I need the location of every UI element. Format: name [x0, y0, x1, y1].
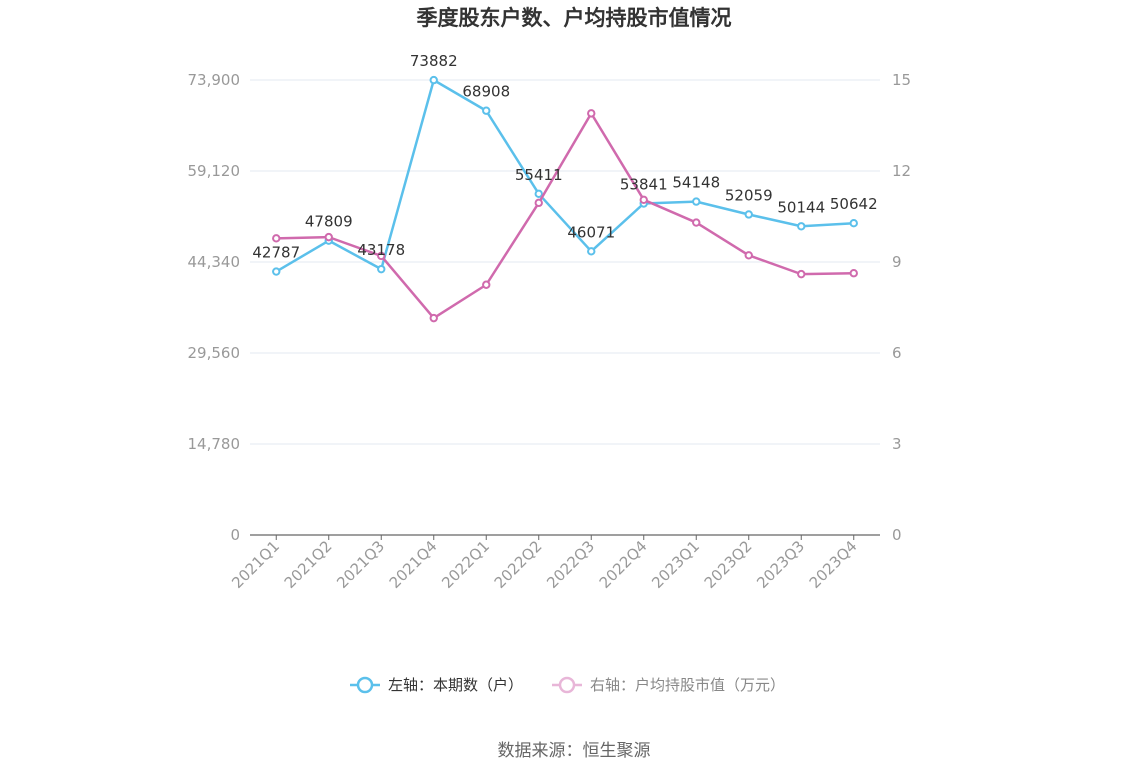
data-label: 54148 — [672, 174, 720, 192]
data-label: 68908 — [462, 83, 510, 101]
y-left-tick-label: 0 — [230, 526, 240, 544]
data-point-right[interactable] — [744, 251, 753, 260]
legend-swatch-marker — [558, 676, 576, 694]
x-tick-label: 2023Q2 — [701, 537, 756, 592]
y-right-tick-label: 3 — [892, 435, 902, 453]
y-left-tick-label: 14,780 — [188, 435, 241, 453]
legend-label: 右轴：户均持股市值（万元） — [590, 676, 785, 694]
chart-title: 季度股东户数、户均持股市值情况 — [417, 6, 732, 30]
data-label: 55411 — [515, 166, 563, 184]
data-point-left[interactable] — [272, 267, 281, 276]
y-right-tick-label: 12 — [892, 162, 911, 180]
x-tick-label: 2022Q1 — [438, 537, 493, 592]
source-note: 数据来源：恒生聚源 — [497, 741, 651, 761]
legend-item-right[interactable]: 右轴：户均持股市值（万元） — [552, 676, 785, 694]
data-point-left[interactable] — [534, 189, 543, 199]
x-tick-label: 2021Q2 — [281, 537, 336, 592]
data-label: 42787 — [252, 244, 300, 262]
data-label: 73882 — [410, 52, 458, 70]
data-point-right[interactable] — [639, 195, 648, 205]
y-right-tick-label: 0 — [892, 526, 902, 544]
data-point-left[interactable] — [482, 106, 491, 115]
data-label: 50642 — [830, 195, 878, 213]
data-label: 46071 — [567, 223, 615, 241]
y-left-tick-label: 73,900 — [188, 71, 241, 89]
grid-lines — [250, 79, 880, 445]
x-tick-label: 2023Q4 — [806, 537, 861, 592]
x-tick-label: 2023Q1 — [648, 537, 703, 592]
axes: 0 14,780 29,560 44,340 59,120 73,900 0 3 6 9 12 15 2… — [188, 71, 912, 592]
data-point-right[interactable] — [849, 269, 858, 278]
data-point-right[interactable] — [377, 251, 386, 261]
data-point-right[interactable] — [587, 109, 596, 118]
data-point-left[interactable] — [744, 210, 753, 219]
x-tick-label: 2022Q3 — [543, 537, 598, 592]
x-tick-label: 2021Q4 — [386, 537, 441, 592]
data-label: 52059 — [725, 186, 773, 204]
data-point-right[interactable] — [324, 232, 333, 242]
data-label: 43178 — [357, 241, 405, 259]
data-point-right[interactable] — [692, 218, 701, 227]
data-point-right[interactable] — [797, 269, 806, 279]
x-tick-label: 2021Q3 — [333, 537, 388, 592]
y-left-tick-label: 29,560 — [188, 344, 241, 362]
series-line-left — [275, 78, 854, 273]
data-point-right[interactable] — [534, 198, 543, 208]
data-point-left[interactable] — [587, 247, 596, 256]
data-point-right[interactable] — [482, 280, 491, 289]
data-point-left[interactable] — [429, 75, 438, 85]
series — [272, 75, 858, 323]
y-right-tick-label: 15 — [892, 71, 911, 89]
data-point-left[interactable] — [849, 218, 858, 228]
x-tick-label: 2022Q4 — [596, 537, 651, 592]
series-line-right — [276, 112, 854, 320]
y-left-tick-label: 44,340 — [188, 253, 241, 271]
data-point-right[interactable] — [272, 234, 281, 243]
x-tick-label: 2021Q1 — [228, 537, 283, 592]
x-tick-label: 2023Q3 — [753, 537, 808, 592]
legend[interactable]: 左轴：本期数（户） 右轴：户均持股市值（万元） — [350, 676, 785, 694]
data-label: 53841 — [620, 176, 668, 194]
data-point-left[interactable] — [692, 197, 701, 206]
legend-item-left[interactable]: 左轴：本期数（户） — [350, 676, 523, 694]
legend-label: 左轴：本期数（户） — [388, 676, 523, 694]
data-label: 47809 — [305, 213, 353, 231]
data-label: 50144 — [777, 198, 825, 216]
data-point-left[interactable] — [797, 222, 806, 231]
data-point-left[interactable] — [377, 264, 386, 274]
y-right-tick-label: 6 — [892, 344, 902, 362]
y-left-tick-label: 59,120 — [188, 162, 241, 180]
y-right-tick-label: 9 — [892, 253, 902, 271]
data-point-right[interactable] — [429, 313, 438, 323]
x-tick-label: 2022Q2 — [491, 537, 546, 592]
legend-swatch-marker — [356, 676, 374, 694]
